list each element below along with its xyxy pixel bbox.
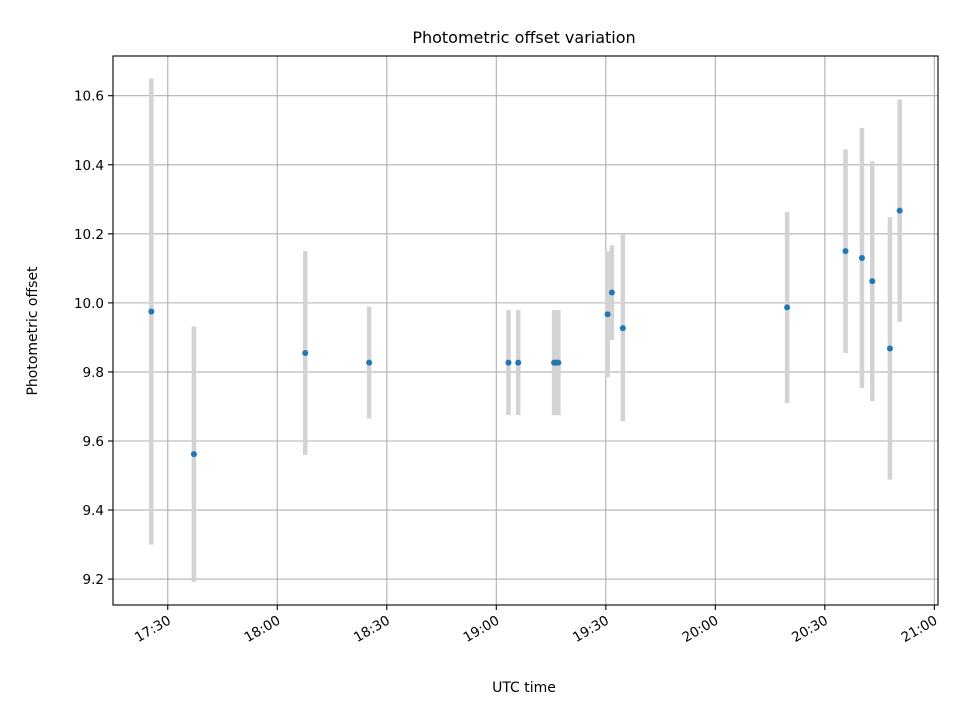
data-point xyxy=(366,359,373,366)
data-point xyxy=(148,308,155,315)
data-points xyxy=(148,207,903,458)
data-point xyxy=(784,304,791,311)
data-point xyxy=(608,289,615,296)
x-tick-label: 19:30 xyxy=(570,613,612,646)
y-tick-label: 10.4 xyxy=(74,158,104,174)
data-point xyxy=(515,359,522,366)
data-point xyxy=(505,359,512,366)
y-tick-label: 9.4 xyxy=(83,503,104,519)
x-tick-label: 17:30 xyxy=(132,613,174,646)
y-tick-label: 10.0 xyxy=(74,296,104,312)
data-point xyxy=(896,207,903,214)
y-axis-label: Photometric offset xyxy=(25,266,41,396)
data-point xyxy=(302,349,309,356)
x-tick-label: 18:00 xyxy=(242,613,284,646)
x-axis-label: UTC time xyxy=(492,680,556,696)
data-point xyxy=(842,248,849,255)
y-tick-label: 9.2 xyxy=(83,572,104,588)
x-axis: 17:30 18:00 18:30 19:00 19:30 20:00 20:30 21:00 xyxy=(132,605,940,646)
x-tick-label: 21:00 xyxy=(899,613,941,646)
data-point xyxy=(604,311,611,318)
data-point xyxy=(190,451,197,458)
y-tick-label: 9.6 xyxy=(83,434,104,450)
grid xyxy=(113,56,938,605)
y-tick-label: 9.8 xyxy=(83,365,104,381)
y-axis: 9.2 9.4 9.6 9.8 10.0 10.2 10.4 10.6 xyxy=(74,89,113,588)
y-tick-label: 10.2 xyxy=(74,227,104,243)
chart-title: Photometric offset variation xyxy=(412,28,635,47)
error-bars xyxy=(149,78,902,582)
plot-frame xyxy=(112,55,939,606)
x-tick-label: 20:30 xyxy=(789,613,831,646)
data-point xyxy=(555,359,562,366)
data-point xyxy=(619,325,626,332)
x-tick-label: 18:30 xyxy=(351,613,393,646)
x-tick-label: 20:00 xyxy=(680,613,722,646)
data-point xyxy=(886,345,893,352)
y-tick-label: 10.6 xyxy=(74,89,104,105)
x-tick-label: 19:00 xyxy=(461,613,503,646)
data-point xyxy=(869,278,876,285)
data-point xyxy=(858,254,865,261)
